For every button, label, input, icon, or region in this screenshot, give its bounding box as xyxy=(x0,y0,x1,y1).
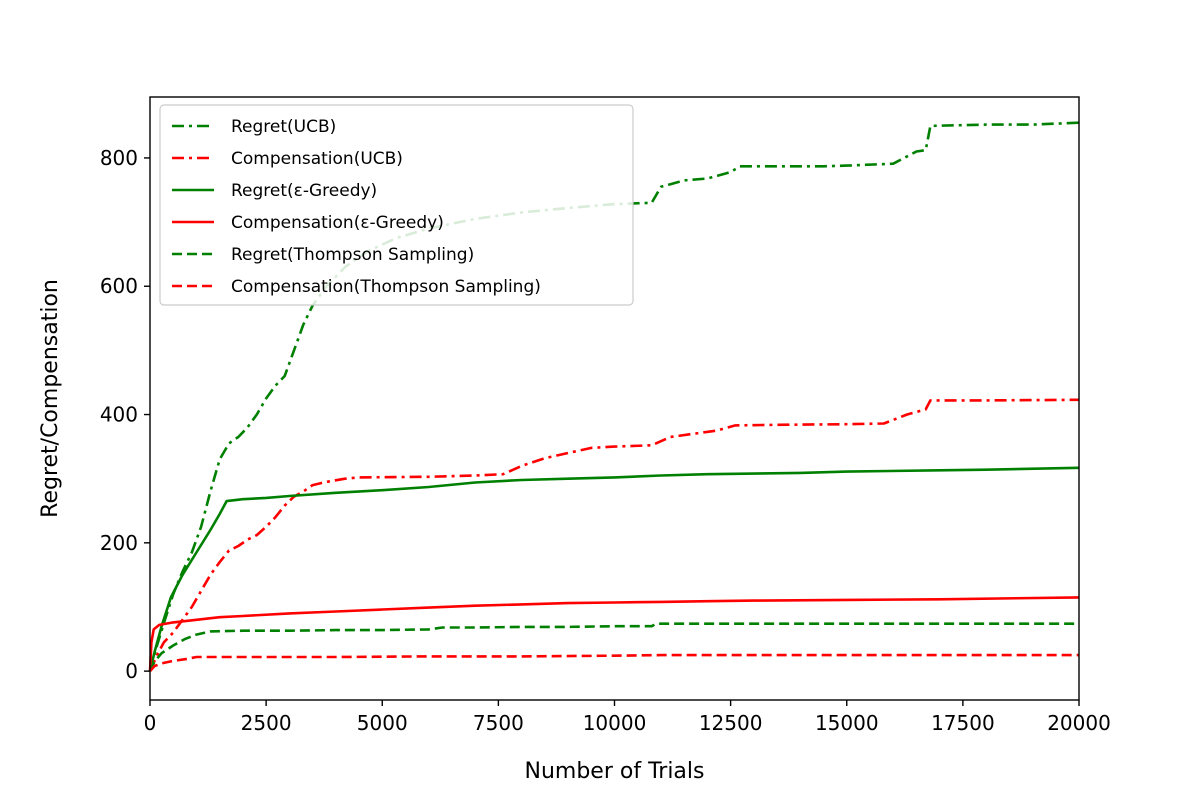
series-line-5 xyxy=(148,622,1079,672)
legend-label-2: Compensation(UCB) xyxy=(231,149,403,169)
y-tick-label: 0 xyxy=(125,659,138,683)
x-axis-label: Number of Trials xyxy=(525,759,705,784)
legend: Regret(UCB) Compensation(UCB) Regret(ε-Gre… xyxy=(159,104,634,306)
x-tick-label: 20000 xyxy=(1047,711,1111,735)
y-axis-ticks: 0 200 400 600 800 xyxy=(100,146,150,683)
legend-frame xyxy=(159,104,634,306)
y-tick-label: 400 xyxy=(100,403,138,427)
legend-label-1: Regret(UCB) xyxy=(231,117,336,137)
legend-label-6: Compensation(Thompson Sampling) xyxy=(231,277,541,297)
x-tick-label: 10000 xyxy=(583,711,647,735)
x-tick-label: 2500 xyxy=(241,711,292,735)
legend-label-4: Compensation(ε-Greedy) xyxy=(231,213,444,233)
legend-label-5: Regret(Thompson Sampling) xyxy=(231,245,474,265)
y-axis-label: Regret/Compensation xyxy=(38,279,63,518)
x-tick-label: 12500 xyxy=(699,711,763,735)
x-tick-label: 17500 xyxy=(931,711,995,735)
x-tick-label: 15000 xyxy=(815,711,879,735)
y-tick-label: 200 xyxy=(100,531,138,555)
y-tick-label: 600 xyxy=(100,274,138,298)
series-line-6 xyxy=(149,653,1079,672)
x-axis-ticks: 0 2500 5000 7500 10000 12500 15000 17500 20000 xyxy=(144,700,1111,735)
series-line-3 xyxy=(148,466,1080,672)
x-tick-label: 5000 xyxy=(357,711,408,735)
series-line-4 xyxy=(148,596,1080,672)
x-tick-label: 7500 xyxy=(473,711,524,735)
legend-label-3: Regret(ε-Greedy) xyxy=(231,181,377,201)
x-tick-label: 0 xyxy=(144,711,157,735)
y-tick-label: 800 xyxy=(100,146,138,170)
